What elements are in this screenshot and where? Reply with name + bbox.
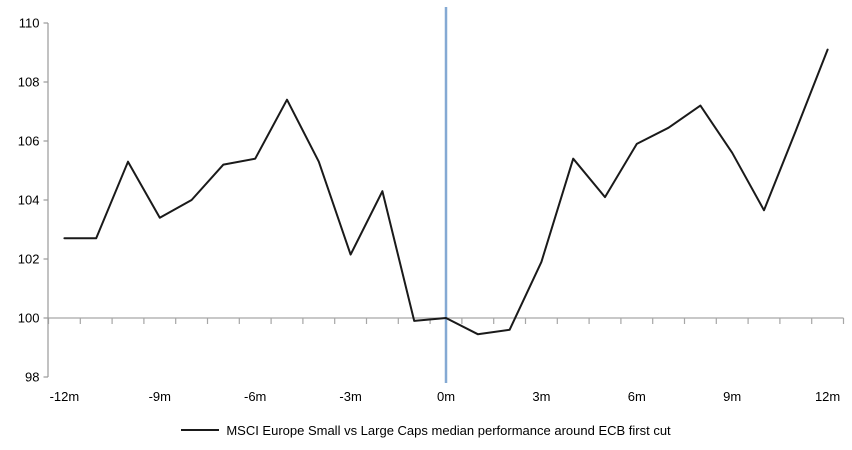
x-tick-label: 9m (723, 389, 741, 404)
y-tick-label: 100 (18, 311, 40, 326)
x-tick-label: -3m (339, 389, 361, 404)
x-tick-label: 6m (628, 389, 646, 404)
legend: MSCI Europe Small vs Large Caps median p… (0, 421, 852, 439)
x-tick-label: -6m (244, 389, 266, 404)
x-tick-label: -9m (149, 389, 171, 404)
y-tick-label: 110 (19, 16, 40, 31)
y-tick-label: 106 (18, 134, 40, 149)
y-tick-label: 102 (18, 252, 40, 267)
x-tick-label: -12m (50, 389, 80, 404)
x-tick-label: 0m (437, 389, 455, 404)
data-series-line (63, 48, 829, 336)
y-tick-label: 108 (18, 75, 40, 90)
legend-line-marker (181, 429, 220, 431)
x-tick-label: 12m (815, 389, 840, 404)
y-tick-label: 98 (25, 370, 39, 385)
legend-label: MSCI Europe Small vs Large Caps median p… (226, 422, 671, 438)
x-tick-label: 3m (532, 389, 550, 404)
y-tick-label: 104 (18, 193, 40, 208)
